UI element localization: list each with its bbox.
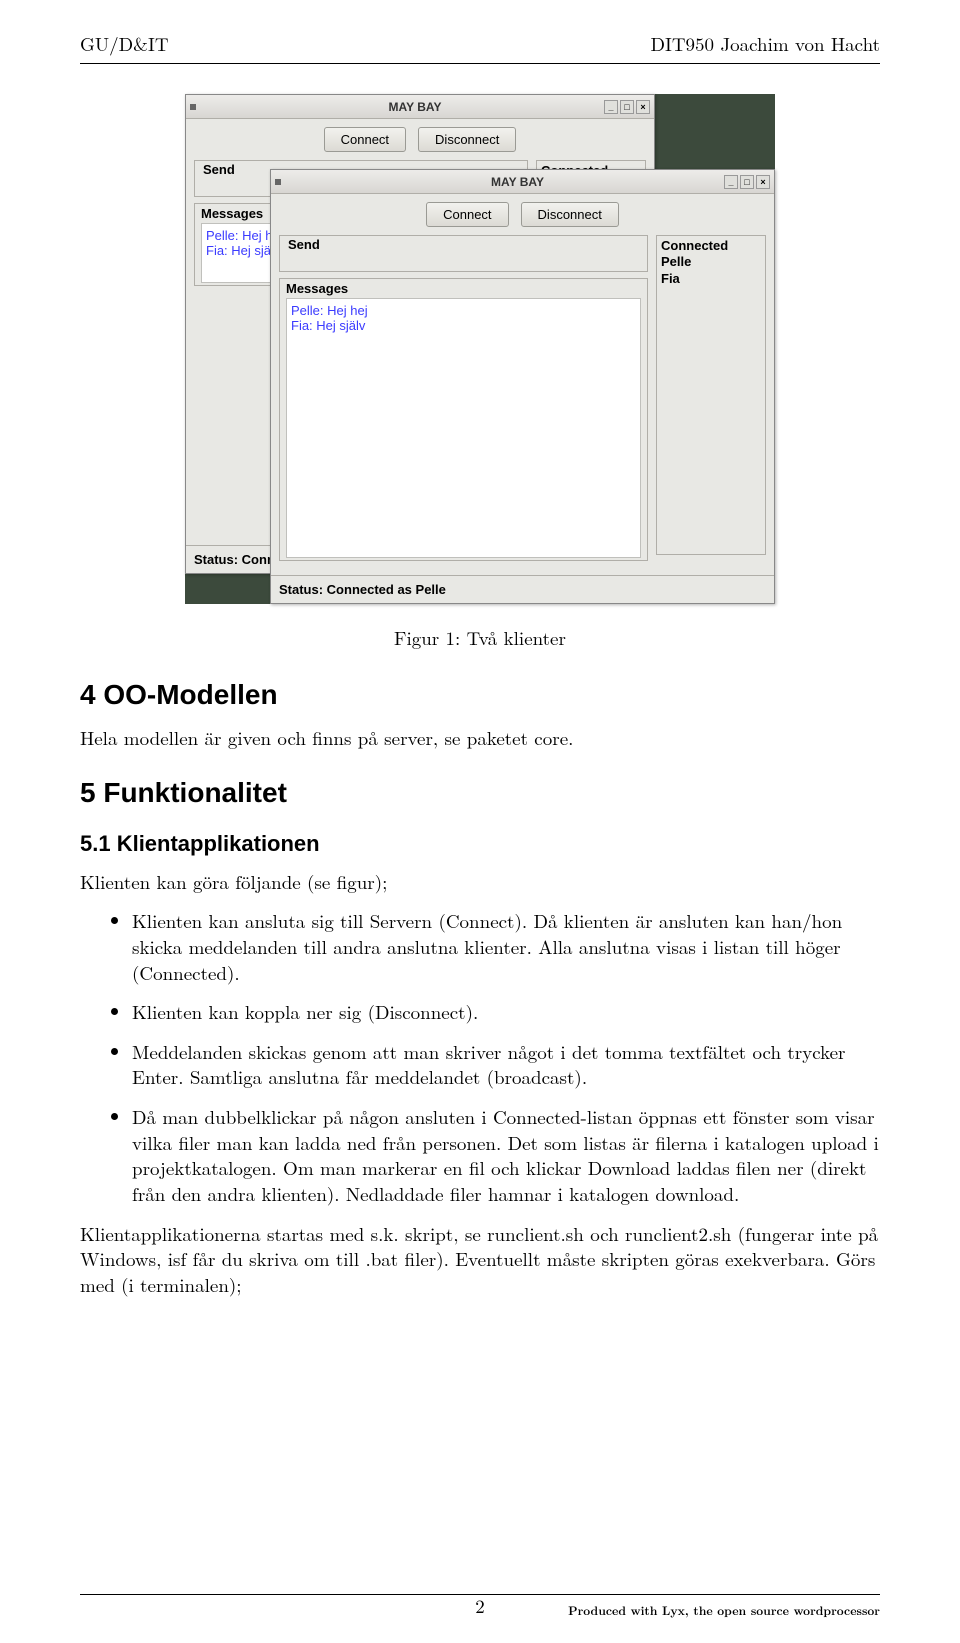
messages-list: Pelle: Hej hej Fia: Hej själv [286,298,641,558]
messages-fieldset: Messages Pelle: Hej hej Fia: Hej själv [279,278,648,561]
connected-user[interactable]: Pelle [661,253,761,270]
maximize-icon[interactable]: □ [740,175,754,189]
send-fieldset: Send [279,235,648,272]
connected-label: Connected [661,238,761,253]
connect-button[interactable]: Connect [426,202,508,227]
section-5-1-heading: 5.1 Klientapplikationen [80,831,880,857]
minimize-icon[interactable]: _ [724,175,738,189]
message-item: Fia: Hej själv [291,318,636,333]
section-5-1-outro: Klientapplikationerna startas med s.k. s… [80,1221,880,1298]
screenshot-background: MAY BAY _ □ × Connect Disconnect Send [185,94,775,604]
footer-credit: Produced with Lyx, the open source wordp… [568,1601,880,1619]
section-4-body: Hela modellen är given och finns på serv… [80,725,880,751]
connect-button[interactable]: Connect [324,127,406,152]
header-left: GU/D&IT [80,30,169,57]
page-footer: 2 Produced with Lyx, the open source wor… [80,1594,880,1619]
bullet-list: Klienten kan ansluta sig till Servern (C… [80,908,880,1206]
titlebar-dot-icon [190,104,196,110]
disconnect-button[interactable]: Disconnect [418,127,516,152]
section-5-heading: 5 Funktionalitet [80,777,880,809]
close-icon[interactable]: × [636,100,650,114]
titlebar-1[interactable]: MAY BAY _ □ × [186,95,654,119]
minimize-icon[interactable]: _ [604,100,618,114]
figure-caption: Figur 1: Två klienter [80,624,880,651]
send-label: Send [201,162,237,177]
section-4-heading: 4 OO-Modellen [80,679,880,711]
bullet-item: Klienten kan ansluta sig till Servern (C… [132,908,880,985]
close-icon[interactable]: × [756,175,770,189]
titlebar-2[interactable]: MAY BAY _ □ × [271,170,774,194]
maximize-icon[interactable]: □ [620,100,634,114]
page-number: 2 [475,1592,485,1619]
section-5-1-intro: Klienten kan göra följande (se figur); [80,869,880,895]
connected-fieldset: Connected Pelle Fia [656,235,766,555]
titlebar-dot-icon [275,179,281,185]
bullet-item: Meddelanden skickas genom att man skrive… [132,1039,880,1090]
header-right: DIT950 Joachim von Hacht [650,30,880,57]
bullet-item: Klienten kan koppla ner sig (Disconnect)… [132,999,880,1025]
connected-user[interactable]: Fia [661,270,761,287]
send-label: Send [286,237,322,252]
message-item: Pelle: Hej hej [291,303,636,318]
messages-label: Messages [201,206,263,221]
bullet-item: Då man dubbelklickar på någon ansluten i… [132,1104,880,1207]
window-title-2: MAY BAY [315,175,720,189]
status-bar: Status: Connected as Pelle [271,575,774,603]
status-text: Status: Connected as Pelle [279,582,446,597]
app-window-2: MAY BAY _ □ × Connect Disconnect Send [270,169,775,604]
document-header: GU/D&IT DIT950 Joachim von Hacht [80,30,880,64]
disconnect-button[interactable]: Disconnect [521,202,619,227]
figure-screenshot: MAY BAY _ □ × Connect Disconnect Send [80,94,880,604]
messages-label: Messages [286,281,348,296]
window-title-1: MAY BAY [230,100,600,114]
